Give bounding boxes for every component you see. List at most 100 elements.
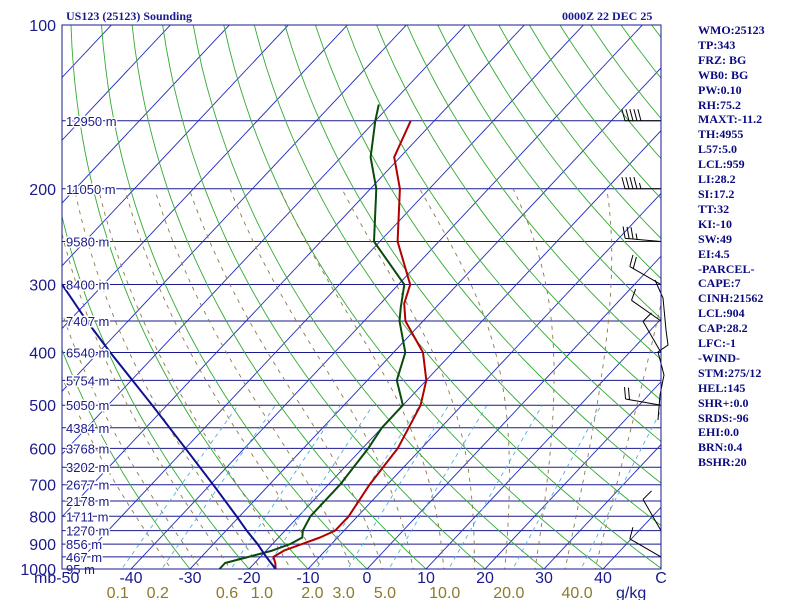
wind-barb-shaft [642,499,662,531]
dry-adiabat [223,25,604,569]
moist-adiabat [188,188,383,569]
dewpoint-profile [218,104,407,570]
index-item: RH:75.2 [698,97,741,112]
index-item: L57:5.0 [698,142,737,157]
isotherm-line [62,25,171,141]
isotherm-line [62,25,230,204]
dry-adiabat [467,25,661,280]
wind-barb-shaft [629,538,662,558]
index-item: STM:275/12 [698,365,762,380]
mixing-ratio-label: 40.0 [561,585,592,600]
height-label: 467 m [66,550,102,565]
isotherm-line [62,25,289,267]
mixing-ratio-label: 3.0 [332,585,354,600]
wind-barb-flag [622,226,626,239]
parcel-profile [61,284,277,570]
pressure-tick-label: 500 [29,398,56,415]
mixing-ratio-unit: g/kg [616,585,646,600]
moist-adiabat [62,311,202,569]
pressure-tick-label: 600 [29,441,56,458]
temp-tick-label: 0 [363,570,372,587]
index-item: WMO:25123 [698,23,765,37]
temp-tick-label: -30 [178,570,201,587]
index-item: TH:4955 [698,127,744,142]
index-item: TT:32 [698,201,730,216]
dry-adiabat [62,214,250,569]
dry-adiabat [284,25,661,526]
moist-adiabat [97,188,292,569]
index-item: SHR+:0.0 [698,395,749,410]
wind-barb-flag [625,109,630,121]
wind-barb-flag [642,490,652,500]
index-item: EHI:0.0 [698,425,740,440]
index-item: TP:343 [698,37,736,52]
valid-time: 0000Z 22 DEC 25 [562,9,653,23]
mixing-ratio-label: 2.0 [301,585,323,600]
mixing-ratio-label: 0.1 [107,585,129,600]
station-title: US123 (25123) Sounding [66,9,193,23]
mixing-ratio-line [121,404,239,569]
pressure-tick-label: 200 [29,182,56,199]
mixing-ratio-line [315,404,421,569]
dry-adiabat [162,25,486,569]
mixing-ratio-label: 1.0 [251,585,273,600]
wind-barb [621,109,661,122]
wind-barb-shaft [642,321,662,353]
pressure-tick-label: 900 [29,537,56,554]
wind-barb-flag [637,109,642,121]
index-item: SI:17.2 [698,186,735,201]
wind-barb-flag [633,109,638,121]
wind-barb-half-flag [635,233,638,240]
mixing-ratio-line [388,404,488,569]
isotherm-line [71,25,584,569]
index-item: PW:0.10 [698,82,742,97]
wind-barb-flag [631,288,637,301]
index-item: -PARCEL- [698,261,755,276]
mixing-ratio-label: 0.2 [147,585,169,600]
dry-adiabat [70,25,309,569]
isotherm-line [62,25,348,330]
wind-barb [642,312,662,353]
isotherm-line [189,67,661,569]
wind-barb-flag [621,109,626,121]
plot-frame [61,24,662,570]
wind-barb-half-flag [638,182,642,189]
isotherm-line [130,25,643,569]
dry-adiabat [406,25,661,360]
isotherm-line [62,25,525,518]
wind-barb-flag [621,177,626,189]
axis-right-label: C [655,570,667,587]
mixing-ratio-line [265,404,374,569]
moist-adiabat [62,375,172,569]
moist-adiabat [73,188,262,569]
indices-panel: WMO:25123 TP:343 FRZ: BG WB0: BG PW:0.10 RH:7… [698,23,765,470]
index-item: CINH:21562 [698,291,764,306]
plot-area [62,25,661,569]
pressure-tick-label: 700 [29,478,56,495]
wind-barb-flag [624,386,627,400]
wind-barb-flag [633,177,638,189]
height-label: 3768 m [66,441,109,456]
height-label: 5754 m [66,373,109,388]
temp-tick-label: 10 [417,570,435,587]
index-item: LI:28.2 [698,172,736,187]
index-item: -WIND- [698,350,740,365]
wind-barb-flag [630,227,634,240]
index-item: KI:-10 [698,216,732,231]
wind-barb-flag [629,109,634,121]
index-item: BRN:0.4 [698,440,743,455]
index-item: WB0: BG [698,67,749,82]
index-item: CAPE:7 [698,276,741,291]
height-label: 9580 m [66,234,109,249]
wind-barb-flag [632,256,637,269]
dry-adiabat [314,25,661,484]
height-label: 3202 m [66,460,109,475]
height-label: 1711 m [66,509,108,524]
moist-adiabat [62,231,232,569]
isotherm-line [62,25,466,455]
wind-barb [642,490,662,531]
height-label: 5050 m [66,398,109,413]
isotherm-line [62,25,407,392]
temp-tick-label: -20 [237,570,260,587]
